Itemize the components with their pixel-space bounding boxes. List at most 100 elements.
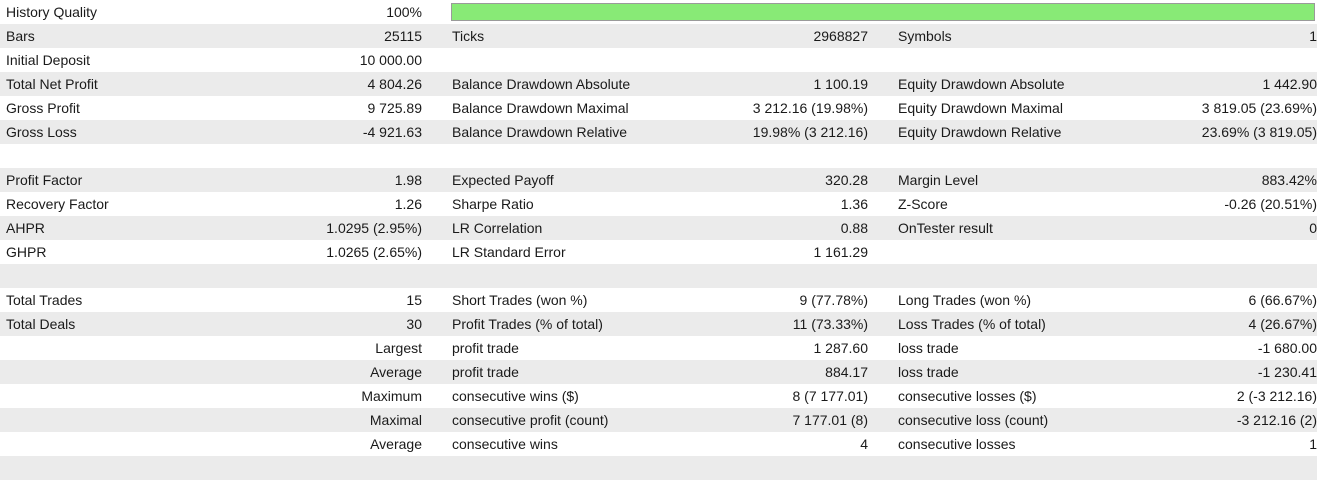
metric-label-3	[898, 264, 1188, 288]
metric-value-1: Maximum	[361, 388, 422, 404]
metric-label-3: consecutive losses	[898, 436, 1016, 452]
metric-label-3: Symbols	[898, 28, 952, 44]
metric-label-1	[6, 456, 276, 480]
metric-value-3: 883.42%	[1261, 172, 1317, 188]
metric-value-3: 0	[1309, 220, 1317, 236]
metric-label-2: consecutive wins	[452, 436, 558, 452]
metric-value-3: 2 (-3 212.16)	[1236, 388, 1317, 404]
metric-value-3: 4 (26.67%)	[1248, 316, 1317, 332]
history-quality-row: History Quality 100%	[0, 0, 1317, 24]
metric-label-3: OnTester result	[898, 220, 993, 236]
report-rows: Bars 25115 Ticks 2968827 Symbols 1 Initial Dep…	[0, 24, 1317, 480]
metric-value-1: -4 921.63	[362, 124, 422, 140]
metric-value-3	[1150, 456, 1317, 480]
metric-value-1: 30	[406, 316, 422, 332]
metric-label-2	[452, 264, 742, 288]
metric-value-1: 1.98	[394, 172, 422, 188]
metric-value-2: 1 161.29	[813, 244, 869, 260]
metric-label-2: Profit Trades (% of total)	[452, 316, 603, 332]
metric-value-2: 19.98% (3 212.16)	[752, 124, 868, 140]
metric-value-3: 6 (66.67%)	[1248, 292, 1317, 308]
metric-label-2: Sharpe Ratio	[452, 196, 534, 212]
metric-value-2: 1.36	[840, 196, 868, 212]
metric-value-1: Maximal	[369, 412, 422, 428]
metric-label-1: Total Deals	[6, 316, 76, 332]
report-row: Gross Loss -4 921.63 Balance Drawdown Rela…	[0, 120, 1317, 144]
metric-value-3: 1	[1309, 436, 1317, 452]
metric-label-1: Bars	[6, 28, 35, 44]
metric-label-1	[6, 432, 276, 456]
metric-value-3	[1150, 144, 1317, 168]
metric-label-3: consecutive loss (count)	[898, 412, 1049, 428]
metric-label-2: profit trade	[452, 364, 519, 380]
metric-value-2: 2968827	[813, 28, 868, 44]
report-row	[0, 264, 1317, 288]
metric-label-2: Expected Payoff	[452, 172, 554, 188]
metric-label-2: consecutive wins ($)	[452, 388, 579, 404]
metric-label-3: Equity Drawdown Absolute	[898, 76, 1065, 92]
metric-value-1: 9 725.89	[367, 100, 423, 116]
metric-value-2: 884.17	[825, 364, 868, 380]
metric-value-1: Average	[370, 364, 422, 380]
metric-label-1	[6, 336, 276, 360]
history-quality-bar-fill	[452, 4, 1314, 20]
report-row: Total Trades 15 Short Trades (won %) 9 (77.…	[0, 288, 1317, 312]
metric-label-2: consecutive profit (count)	[452, 412, 609, 428]
report-row: Maximum consecutive wins ($) 8 (7 177.01) c…	[0, 384, 1317, 408]
history-quality-value: 100%	[386, 4, 422, 20]
report-row	[0, 144, 1317, 168]
metric-value-3: 1	[1309, 28, 1317, 44]
metric-label-2: LR Correlation	[452, 220, 543, 236]
metric-label-1: Gross Profit	[6, 100, 80, 116]
metric-value-1: Average	[370, 436, 422, 452]
report-row: Bars 25115 Ticks 2968827 Symbols 1	[0, 24, 1317, 48]
report-row: Total Deals 30 Profit Trades (% of total) 1…	[0, 312, 1317, 336]
metric-value-1: Largest	[375, 340, 422, 356]
metric-label-1: Total Trades	[6, 292, 83, 308]
metric-label-3: loss trade	[898, 340, 959, 356]
metric-label-1	[6, 408, 276, 432]
metric-label-1: Recovery Factor	[6, 196, 109, 212]
report-row: Maximal consecutive profit (count) 7 177.0…	[0, 408, 1317, 432]
metric-label-1: Total Net Profit	[6, 76, 98, 92]
metric-label-3	[898, 240, 1188, 264]
metric-label-2	[452, 48, 742, 72]
metric-value-2: 11 (73.33%)	[792, 316, 868, 332]
metric-label-1	[6, 384, 276, 408]
metric-value-1	[280, 264, 422, 288]
metric-value-2: 0.88	[840, 220, 868, 236]
metric-label-1	[6, 264, 276, 288]
metric-value-1: 15	[406, 292, 422, 308]
metric-value-2	[742, 48, 868, 72]
metric-label-3: Long Trades (won %)	[898, 292, 1032, 308]
metric-label-2	[452, 144, 742, 168]
metric-value-1: 4 804.26	[367, 76, 423, 92]
history-quality-bar	[451, 3, 1315, 21]
report-row: Initial Deposit 10 000.00	[0, 48, 1317, 72]
metric-value-3	[1150, 240, 1317, 264]
history-quality-label: History Quality	[6, 4, 98, 20]
metric-value-3: -3 212.16 (2)	[1236, 412, 1317, 428]
report-row: Average profit trade 884.17 loss trade -1 23…	[0, 360, 1317, 384]
metric-label-1: Initial Deposit	[6, 52, 91, 68]
metric-label-3: Z-Score	[898, 196, 948, 212]
metric-value-1: 1.0295 (2.95%)	[326, 220, 422, 236]
metric-value-2	[742, 456, 868, 480]
metric-value-3: -1 680.00	[1257, 340, 1317, 356]
metric-value-2: 8 (7 177.01)	[792, 388, 869, 404]
metric-label-2: Balance Drawdown Maximal	[452, 100, 629, 116]
metric-label-3: Equity Drawdown Relative	[898, 124, 1062, 140]
metric-value-2: 1 287.60	[813, 340, 869, 356]
metric-value-3: 3 819.05 (23.69%)	[1201, 100, 1317, 116]
metric-label-3: Loss Trades (% of total)	[898, 316, 1046, 332]
metric-label-2: Short Trades (won %)	[452, 292, 588, 308]
metric-value-1: 10 000.00	[359, 52, 422, 68]
metric-label-1: GHPR	[6, 244, 47, 260]
metric-value-2: 4	[860, 436, 868, 452]
report-row: Profit Factor 1.98 Expected Payoff 320.28 Ma…	[0, 168, 1317, 192]
metric-value-2: 7 177.01 (8)	[792, 412, 869, 428]
metric-label-3: loss trade	[898, 364, 959, 380]
metric-label-2	[452, 456, 742, 480]
metric-label-1: AHPR	[6, 220, 45, 236]
report-row: AHPR 1.0295 (2.95%) LR Correlation 0.88 OnTe…	[0, 216, 1317, 240]
